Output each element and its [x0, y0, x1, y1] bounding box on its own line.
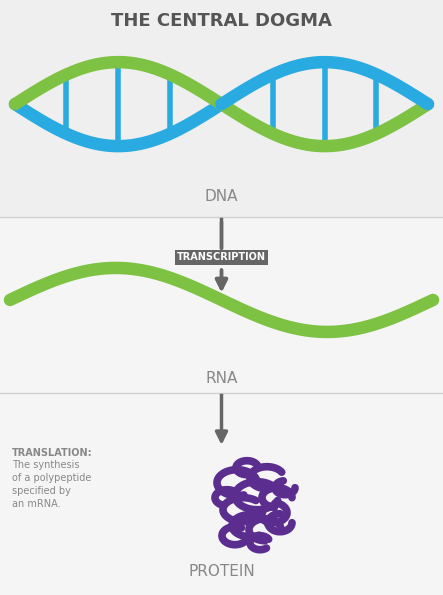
- Bar: [0, 0, 443, 217]
- Bar: [0, 393, 443, 595]
- Text: TRANSLATION:: TRANSLATION:: [12, 447, 93, 458]
- Text: The synthesis
of a polypeptide
specified by
an mRNA.: The synthesis of a polypeptide specified…: [12, 460, 91, 509]
- Text: DNA: DNA: [205, 189, 238, 204]
- Text: THE CENTRAL DOGMA: THE CENTRAL DOGMA: [111, 12, 332, 30]
- Bar: [0, 217, 443, 393]
- Text: TRANSCRIPTION: TRANSCRIPTION: [177, 252, 266, 262]
- Text: PROTEIN: PROTEIN: [188, 564, 255, 579]
- Text: RNA: RNA: [205, 371, 238, 386]
